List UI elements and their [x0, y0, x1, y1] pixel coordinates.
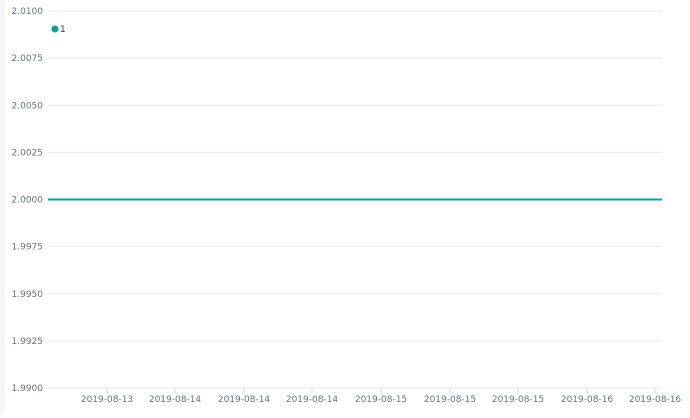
x-tick-label: 2019-08-16 [561, 395, 614, 405]
left-panel-edge [0, 0, 5, 414]
legend-label[interactable]: 1 [60, 25, 66, 35]
legend-marker[interactable] [51, 25, 59, 33]
y-tick-label: 1.9975 [12, 243, 44, 253]
y-tick-label: 2.0050 [12, 101, 44, 111]
x-tick-label: 2019-08-15 [424, 395, 476, 405]
x-tick-label: 2019-08-16 [629, 395, 682, 405]
y-tick-label: 2.0000 [12, 196, 44, 206]
y-tick-label: 1.9925 [12, 337, 44, 347]
y-tick-label: 2.0075 [12, 54, 44, 64]
x-tick-label: 2019-08-14 [218, 395, 271, 405]
y-tick-label: 2.0025 [12, 148, 44, 158]
y-tick-label: 2.0100 [12, 7, 44, 17]
x-tick-label: 2019-08-15 [355, 395, 407, 405]
y-tick-label: 1.9900 [12, 384, 44, 394]
x-tick-label: 2019-08-14 [286, 395, 339, 405]
y-tick-label: 1.9950 [12, 290, 44, 300]
x-tick-label: 2019-08-13 [81, 395, 133, 405]
x-tick-label: 2019-08-15 [492, 395, 544, 405]
x-tick-label: 2019-08-14 [149, 395, 202, 405]
